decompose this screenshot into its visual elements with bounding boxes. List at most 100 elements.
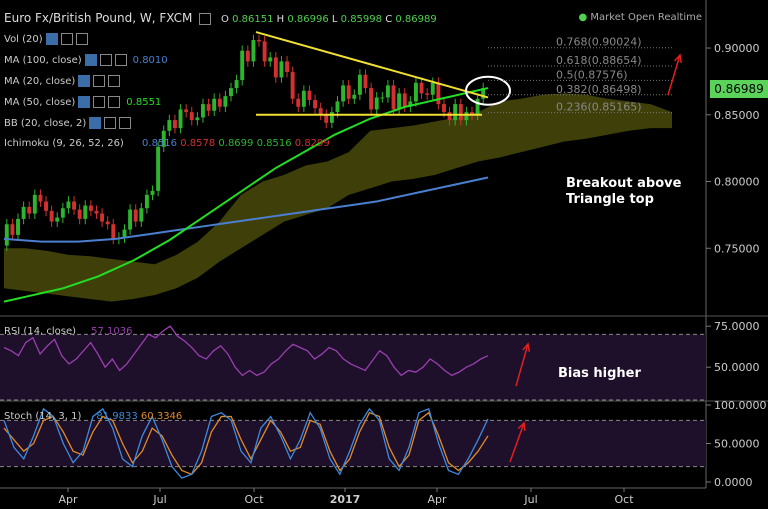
candle-body (240, 50, 245, 81)
chart-title: Euro Fx/British Pound, W, FXCM (4, 11, 193, 25)
last-price-tag: 0.86989 (710, 80, 768, 98)
red-arrow-icon (509, 422, 525, 463)
low-label: L (331, 14, 338, 25)
fib-label: 0.768(0.90024) (556, 36, 642, 49)
candle-body (352, 94, 357, 99)
fib-levels: 0.768(0.90024) 0.618(0.88654)0.5(0.87576)… (488, 36, 672, 114)
triangle-top-line (255, 31, 489, 99)
candle-body (475, 98, 480, 115)
candle-body (223, 96, 228, 107)
indicator-ma50[interactable]: MA (50, close) 0.8551 (4, 96, 161, 108)
stoch-header[interactable]: Stoch (14, 3, 1) 81.9833 60.3346 (4, 411, 182, 422)
stoch-k-line (3, 407, 489, 479)
candle-body (44, 201, 48, 211)
chevron-down-icon[interactable] (127, 138, 133, 148)
time-tick-label: 2017 (330, 493, 361, 506)
candle-body (16, 218, 20, 235)
fib-label: 0.382(0.86498) (556, 83, 642, 96)
indicator-ma20[interactable]: MA (20, close) (4, 75, 121, 87)
candle-body (94, 210, 99, 214)
eye-icon[interactable] (78, 96, 91, 108)
candle-body (268, 57, 273, 62)
time-tick-label: Jul (152, 493, 166, 506)
settings-icon[interactable] (199, 12, 212, 25)
stoch-label: Stoch (14, 3, 1) (4, 411, 82, 422)
close-icon[interactable] (114, 54, 127, 66)
candle-body (413, 82, 418, 102)
candle-body (385, 85, 390, 98)
candle-body (307, 90, 312, 101)
rsi-header[interactable]: RSI (14, close) 57.1036 (4, 326, 132, 337)
candle-body (21, 206, 26, 219)
time-tick-label: Oct (244, 493, 264, 506)
stoch-tick-label: 50.0000 (714, 438, 760, 451)
time-tick-label: Jul (523, 493, 537, 506)
candle-body (346, 85, 351, 99)
candle-body (139, 208, 144, 222)
candle-body (128, 209, 133, 230)
ma100-line (3, 176, 489, 243)
overlay-lines (3, 31, 511, 303)
close-icon[interactable] (108, 96, 121, 108)
settings-icon[interactable] (60, 33, 73, 45)
vol-label: Vol (20) (4, 34, 43, 45)
candle-body (10, 224, 15, 235)
indicator-vol[interactable]: Vol (20) (4, 33, 88, 45)
ichimoku-label: Ichimoku (9, 26, 52, 26) (4, 138, 124, 149)
ichimoku-value: 0.8516 (256, 138, 292, 149)
ma20-label: MA (20, close) (4, 76, 76, 87)
market-status: ● Market Open Realtime (578, 12, 702, 23)
chevron-down-icon[interactable] (79, 326, 85, 336)
time-tick-label: Apr (58, 493, 78, 506)
eye-icon[interactable] (78, 75, 91, 87)
candle-body (49, 210, 54, 222)
close-icon[interactable] (108, 75, 121, 87)
market-status-text: Market Open Realtime (590, 12, 702, 23)
close-icon[interactable] (119, 117, 132, 129)
rsi-tick-label: 50.0000 (714, 361, 760, 374)
high-value: 0.86996 (287, 14, 329, 25)
price-tick-label: 0.90000 (714, 42, 760, 55)
stoch-panel: 100.0000 50.0000 0.0000 (0, 399, 767, 489)
eye-icon[interactable] (89, 117, 102, 129)
ma100-value: 0.8010 (132, 55, 168, 66)
candle-body (391, 85, 396, 110)
candle-body (60, 208, 65, 218)
indicator-ma100[interactable]: MA (100, close) 0.8010 (4, 54, 168, 66)
indicator-ichimoku[interactable]: Ichimoku (9, 26, 52, 26) 0.8516 0.8578 0… (4, 138, 330, 149)
candle-body (290, 72, 295, 99)
annotation-arrows (509, 53, 683, 463)
settings-icon[interactable] (93, 96, 106, 108)
settings-icon[interactable] (99, 54, 112, 66)
candle-body (32, 194, 37, 214)
candle-body (229, 88, 233, 97)
red-arrow-icon (515, 343, 529, 387)
indicator-bb[interactable]: BB (20, close, 2) (4, 117, 132, 129)
stoch-tick-label: 100.0000 (714, 399, 767, 412)
close-icon[interactable] (75, 33, 88, 45)
fib-label: 0.618(0.88654) (556, 54, 642, 67)
ma100-label: MA (100, close) (4, 55, 82, 66)
candle-body (206, 104, 211, 111)
candle-body (105, 221, 110, 225)
candle-body (425, 93, 430, 95)
eye-icon[interactable] (45, 33, 58, 45)
candle-body (156, 146, 161, 191)
ma50-line (3, 87, 489, 303)
candle-body (72, 201, 77, 210)
eye-icon[interactable] (84, 54, 97, 66)
candle-body (201, 104, 205, 118)
candle-body (279, 61, 284, 78)
time-axis: Apr Jul Oct 2017 Apr Jul Oct (58, 488, 634, 506)
candle-body (234, 80, 239, 89)
chevron-down-icon[interactable] (84, 411, 90, 421)
candle-body (357, 74, 362, 95)
high-label: H (276, 14, 285, 25)
rsi-tick-label: 75.0000 (714, 320, 760, 333)
settings-icon[interactable] (93, 75, 106, 87)
settings-icon[interactable] (104, 117, 117, 129)
price-tick-label: 0.85000 (714, 109, 760, 122)
candle-body (88, 205, 93, 211)
candle-body (122, 229, 127, 238)
candle-body (38, 194, 43, 202)
